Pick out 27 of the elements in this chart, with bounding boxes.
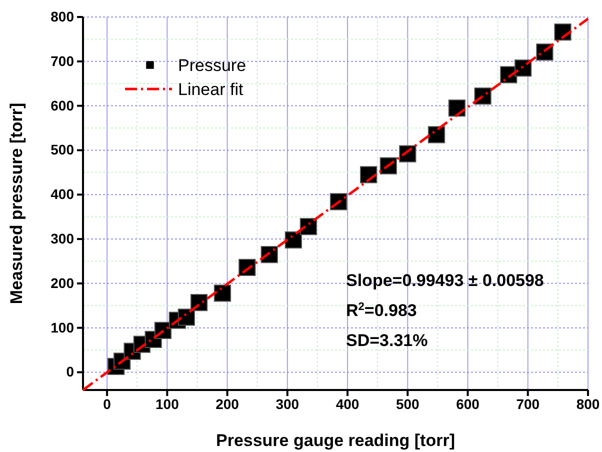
x-tick-label: 500 — [396, 396, 420, 412]
x-tick-label: 800 — [576, 396, 600, 412]
x-axis-title: Pressure gauge reading [torr] — [216, 431, 456, 450]
y-tick-label: 100 — [50, 319, 74, 336]
x-tick-label: 200 — [216, 396, 240, 412]
x-tick-label: 400 — [336, 396, 360, 412]
y-tick-label: 0 — [66, 364, 74, 380]
y-tick-label: 300 — [50, 230, 74, 247]
y-tick-label: 800 — [50, 8, 74, 24]
y-tick-label: 400 — [50, 186, 74, 202]
x-tick-label: 300 — [276, 396, 300, 412]
x-tick-label: 0 — [103, 396, 112, 412]
y-tick-label: 200 — [50, 274, 74, 291]
y-tick-label: 500 — [50, 142, 74, 158]
point — [214, 284, 232, 302]
legend-label: Linear fit — [178, 80, 244, 99]
y-tick-label: 600 — [50, 97, 74, 114]
x-tick-label: 700 — [516, 396, 540, 412]
legend-label: Pressure — [178, 56, 246, 75]
annotation: SD=3.31% — [346, 331, 428, 350]
annotation: R$^{2}$=0.983 — [346, 301, 417, 320]
point — [428, 126, 446, 144]
y-axis-title: Measured pressure [torr] — [7, 102, 26, 304]
y-tick-label: 700 — [50, 52, 74, 69]
annotation: Slope=0.99493 ± 0.00598 — [346, 271, 544, 290]
x-tick-label: 100 — [155, 396, 180, 412]
x-tick-label: 600 — [456, 396, 480, 412]
